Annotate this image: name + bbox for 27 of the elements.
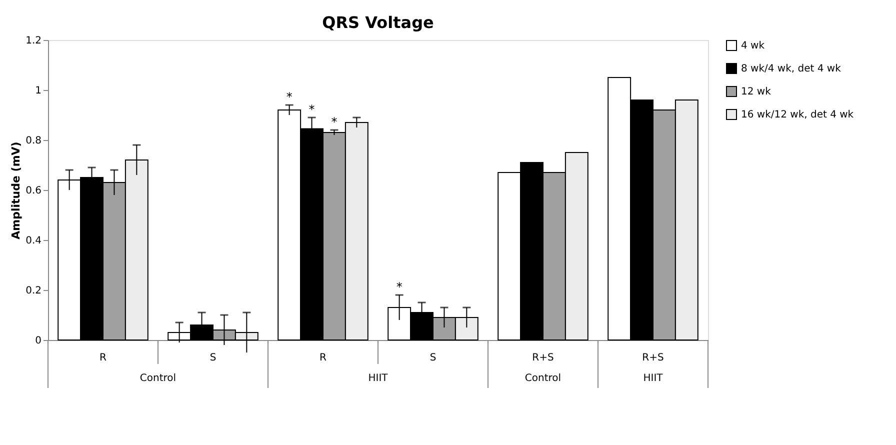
y-tick-label: 0.4: [26, 236, 42, 246]
legend-label: 4 wk: [741, 40, 765, 52]
text: HIIT: [643, 373, 664, 384]
y-tick-label: 1.2: [26, 36, 42, 46]
x-tick-label: R+S: [642, 352, 664, 364]
y-tick-label: 0.2: [26, 286, 42, 296]
data-label: *: [286, 90, 292, 104]
x-tick-label: R+S: [532, 352, 554, 364]
legend-label: 16 wk/12 wk, det 4 wk: [741, 110, 854, 120]
data-label: *: [331, 115, 338, 129]
y-tick-label: 0: [35, 336, 42, 346]
y-tick-label: 0.8: [26, 136, 42, 146]
x-tick-label: R: [100, 352, 107, 364]
y-tick-label: 1: [35, 86, 42, 96]
legend-label: 8 wk/4 wk, det 4 wk: [741, 64, 842, 74]
x-tick-label: R: [320, 352, 327, 364]
data-label: *: [396, 280, 402, 294]
text: Control: [140, 373, 176, 384]
x-tick-label: S: [210, 352, 216, 364]
chart-title: QRS Voltage: [322, 13, 434, 32]
text: Control: [524, 373, 562, 384]
x-tick-label: S: [430, 352, 436, 364]
y-tick-label: 0.6: [26, 186, 42, 196]
legend-label: 12 wk: [741, 86, 772, 98]
y-axis-title: Amplitude (mV): [10, 142, 23, 240]
data-label: *: [308, 102, 315, 116]
text: HIIT: [368, 373, 389, 384]
